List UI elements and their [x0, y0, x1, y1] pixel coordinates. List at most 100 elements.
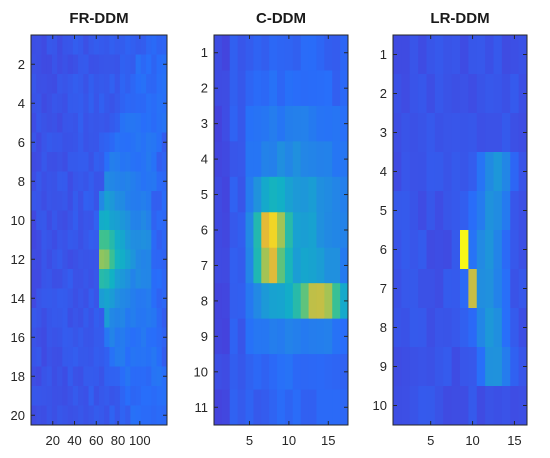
heatmap-cell	[409, 269, 419, 309]
heatmap-cell	[300, 354, 310, 391]
heatmap-cell	[114, 191, 121, 211]
heatmap-cell	[46, 230, 53, 250]
x-tick-label: 40	[67, 433, 81, 448]
heatmap-cell	[109, 132, 116, 153]
heatmap-cell	[88, 152, 95, 172]
heatmap-cell	[125, 191, 131, 211]
heatmap-cell	[57, 405, 63, 426]
heatmap-cell	[114, 347, 121, 367]
heatmap-cell	[393, 152, 402, 192]
heatmap-cell	[140, 249, 147, 270]
heatmap-cell	[130, 74, 137, 94]
heatmap-cell	[135, 347, 142, 367]
heatmap-cell	[510, 347, 520, 387]
heatmap-cell	[78, 249, 84, 270]
heatmap-cell	[510, 35, 520, 75]
heatmap-cell	[36, 35, 42, 55]
heatmap-cell	[418, 152, 428, 192]
heatmap-cell	[41, 249, 48, 270]
heatmap-cell	[214, 318, 223, 355]
heatmap-cell	[88, 74, 95, 94]
axis-ticks: 5 10 15 1 2 3 4 5 6 7 8 9 10	[373, 35, 527, 448]
heatmap-cell	[316, 212, 325, 249]
heatmap-cell	[125, 249, 131, 270]
y-tick-label: 4	[201, 152, 208, 167]
heatmap-cell	[485, 113, 495, 153]
heatmap-cell	[308, 247, 317, 284]
heatmap-cell	[83, 93, 90, 114]
heatmap-cell	[229, 176, 239, 213]
heatmap-cell	[99, 249, 105, 270]
heatmap-cell	[99, 35, 105, 55]
heatmap-cell	[468, 35, 478, 75]
heatmap-cell	[156, 347, 163, 367]
heatmap-cell	[46, 191, 53, 211]
heatmap-cell	[72, 74, 79, 94]
heatmap-cell	[67, 93, 74, 114]
heatmap-cell	[409, 191, 419, 231]
heatmap-cell	[300, 176, 310, 213]
heatmap-cell	[51, 93, 58, 114]
heatmap-cell	[140, 132, 147, 153]
heatmap-cell	[221, 318, 231, 355]
y-tick-label: 1	[380, 47, 387, 62]
heatmap-cell	[130, 327, 137, 348]
heatmap-cell	[99, 288, 105, 309]
heatmap-cell	[434, 152, 444, 192]
heatmap-cell	[41, 386, 48, 406]
heatmap-cell	[393, 191, 402, 231]
plot-frame	[392, 34, 528, 426]
heatmap-cell	[292, 354, 302, 391]
heatmap-cell	[393, 269, 402, 309]
heatmap-cell	[125, 288, 131, 309]
heatmap-cell	[468, 191, 478, 231]
y-tick-label: 6	[18, 135, 25, 150]
heatmap-cell	[135, 152, 142, 172]
heatmap-cell	[125, 113, 131, 133]
heatmap-cell	[161, 230, 168, 250]
heatmap-cell	[51, 288, 58, 309]
heatmap-cell	[140, 93, 147, 114]
heatmap-cell	[146, 74, 152, 94]
heatmap-cell	[125, 35, 131, 55]
heatmap-cell	[269, 283, 278, 320]
heatmap-cell	[109, 347, 116, 367]
heatmap-cell	[130, 288, 137, 309]
heatmap-cell	[229, 141, 239, 178]
heatmap-cell	[130, 347, 137, 367]
heatmap-cell	[51, 308, 58, 328]
heatmap-cell	[146, 35, 152, 55]
heatmap-cell	[443, 74, 453, 114]
heatmap-cell	[51, 269, 58, 289]
heatmap-cell	[119, 249, 126, 270]
heatmap-cell	[119, 93, 126, 114]
heatmap-cell	[140, 386, 147, 406]
y-tick-label: 10	[11, 213, 25, 228]
heatmap-cell	[277, 176, 286, 213]
heatmap-cell	[269, 70, 278, 107]
heatmap-cell	[493, 191, 503, 231]
heatmap-cell	[161, 347, 168, 367]
heatmap-cell	[72, 327, 79, 348]
heatmap-cell	[93, 347, 100, 367]
heatmap-cell	[156, 191, 163, 211]
heatmap-cell	[146, 308, 152, 328]
heatmap-cell	[393, 74, 402, 114]
heatmap-cell	[93, 386, 100, 406]
heatmap-cell	[119, 327, 126, 348]
heatmap-cell	[401, 191, 411, 231]
heatmap-cell	[67, 347, 74, 367]
heatmap-cell	[245, 247, 254, 284]
heatmap-cell	[130, 210, 137, 231]
y-tick-label: 9	[201, 329, 208, 344]
heatmap-cell	[78, 405, 84, 426]
heatmap-cell	[460, 347, 469, 387]
heatmap-cell	[460, 74, 469, 114]
heatmap-cell	[125, 269, 131, 289]
heatmap-cell	[418, 230, 428, 270]
heatmap-cell	[434, 269, 444, 309]
heatmap-cell	[51, 74, 58, 94]
heatmap-cell	[476, 74, 486, 114]
heatmap-cell	[130, 366, 137, 387]
heatmap-cell	[104, 113, 110, 133]
